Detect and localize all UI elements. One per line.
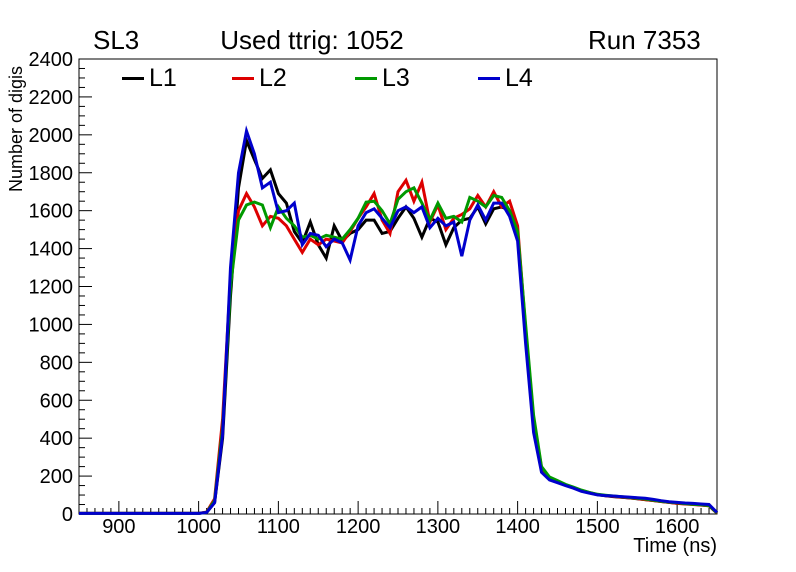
legend-entry-l1: L1	[122, 65, 177, 91]
legend-entry-l4: L4	[478, 65, 533, 91]
y-tick-label: 1000	[29, 314, 74, 336]
y-tick-label: 2000	[29, 125, 74, 147]
x-tick-label: 1100	[257, 516, 300, 538]
legend-marker-l1	[122, 76, 144, 80]
y-tick-label: 1800	[29, 163, 74, 185]
x-tick-label: 1500	[575, 516, 620, 538]
legend-entry-l3: L3	[355, 65, 410, 91]
y-tick-label: 800	[40, 352, 73, 374]
legend-entry-l2: L2	[232, 65, 287, 91]
y-tick-label: 2200	[29, 87, 74, 109]
series-line-l3	[79, 185, 719, 515]
legend-label-l2: L2	[259, 64, 287, 92]
y-tick-label: 200	[40, 466, 73, 488]
pad-title-right: Run 7353	[588, 25, 701, 55]
x-tick-label: 900	[102, 516, 135, 538]
x-tick-label: 1000	[176, 516, 221, 538]
x-tick-label: 1300	[416, 516, 461, 538]
y-tick-label: 0	[62, 504, 73, 526]
legend-marker-l4	[478, 76, 500, 80]
legend-marker-l3	[355, 76, 377, 80]
legend-label-l1: L1	[149, 64, 177, 92]
plot-frame	[78, 58, 718, 515]
y-tick-label: 1600	[29, 201, 74, 223]
pad-title-center: Used ttrig: 1052	[220, 25, 404, 55]
x-tick-label: 1400	[495, 516, 540, 538]
y-tick-label: 400	[40, 428, 73, 450]
y-tick-label: 1200	[29, 277, 74, 299]
pad-title-left: SL3	[93, 25, 140, 55]
series-line-l4	[79, 125, 719, 515]
series-line-l2	[79, 177, 719, 515]
y-tick-label: 1400	[29, 239, 74, 261]
legend-label-l3: L3	[382, 64, 410, 92]
x-tick-label: 1200	[336, 516, 381, 538]
legend-label-l4: L4	[505, 64, 533, 92]
y-tick-label: 600	[40, 390, 73, 412]
y-tick-label: 2400	[29, 49, 74, 71]
x-axis-title: Time (ns)	[633, 535, 717, 557]
x-tick-label: 1600	[655, 516, 700, 538]
legend-marker-l2	[232, 76, 254, 80]
